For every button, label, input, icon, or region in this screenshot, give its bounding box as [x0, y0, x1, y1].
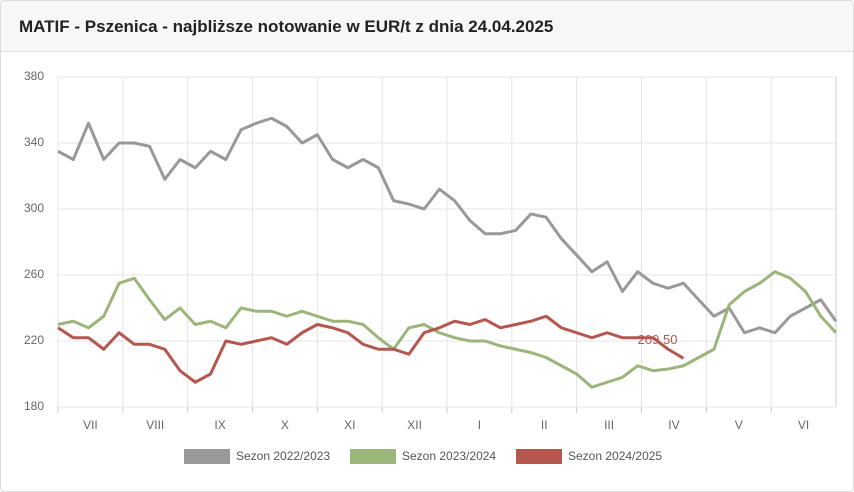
legend-swatch — [350, 449, 396, 464]
chart-title: MATIF - Pszenica - najbliższe notowanie … — [1, 1, 853, 52]
legend-label: Sezon 2022/2023 — [236, 449, 330, 463]
x-tick-label: X — [281, 418, 289, 432]
y-tick-label: 340 — [24, 135, 44, 149]
y-tick-label: 380 — [24, 69, 44, 83]
annotation: 209,50 — [638, 332, 678, 347]
legend-label: Sezon 2023/2024 — [402, 449, 496, 463]
x-tick-label: I — [478, 418, 481, 432]
legend-swatch — [516, 449, 562, 464]
x-tick-label: VIII — [146, 418, 164, 432]
chart: VII VIII IX X XI XII I II III IV V VI18022026030034… — [24, 69, 838, 464]
legend-label: Sezon 2024/2025 — [568, 449, 662, 463]
x-tick-label: IV — [668, 418, 679, 432]
y-tick-label: 220 — [24, 333, 44, 347]
x-tick-label: II — [541, 418, 548, 432]
y-tick-label: 180 — [24, 399, 44, 413]
y-tick-label: 300 — [24, 201, 44, 215]
series-line — [57, 270, 838, 389]
x-tick-label: V — [735, 418, 743, 432]
legend-swatch — [184, 449, 230, 464]
x-tick-label: VII — [83, 418, 98, 432]
x-tick-label: VI — [798, 418, 809, 432]
series-line — [57, 116, 838, 335]
x-tick-label: XII — [407, 418, 422, 432]
x-tick-label: III — [604, 418, 614, 432]
y-tick-label: 260 — [24, 267, 44, 281]
x-tick-label: XI — [344, 418, 355, 432]
series-line — [57, 314, 685, 384]
x-tick-label: IX — [214, 418, 225, 432]
